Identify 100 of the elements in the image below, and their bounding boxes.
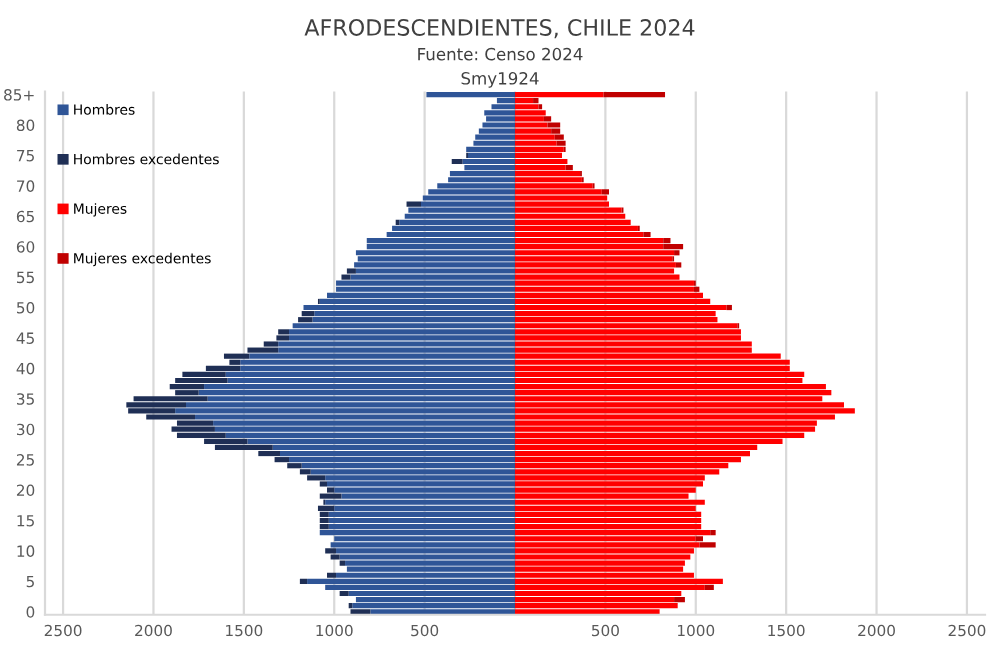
bar bbox=[515, 250, 675, 256]
bar bbox=[491, 104, 515, 110]
text: Smy1924 bbox=[461, 72, 539, 88]
bar bbox=[515, 171, 581, 177]
bar bbox=[515, 560, 685, 566]
bar bbox=[515, 469, 720, 475]
bar bbox=[339, 554, 515, 560]
bar bbox=[298, 317, 313, 323]
bar bbox=[663, 244, 684, 250]
bar bbox=[533, 98, 539, 104]
bar bbox=[399, 219, 515, 225]
bar bbox=[468, 152, 515, 159]
bar bbox=[350, 609, 371, 615]
bar bbox=[515, 116, 544, 122]
bar bbox=[551, 128, 561, 134]
bar bbox=[328, 523, 515, 530]
bar bbox=[515, 596, 675, 603]
bar bbox=[515, 110, 546, 116]
bar bbox=[710, 530, 716, 536]
bar bbox=[603, 92, 666, 98]
bar bbox=[515, 530, 711, 536]
bar bbox=[428, 189, 515, 195]
bar bbox=[515, 104, 539, 110]
bar bbox=[515, 371, 805, 378]
bar bbox=[328, 511, 515, 517]
bar bbox=[515, 219, 631, 225]
bar bbox=[515, 158, 568, 165]
bar bbox=[330, 542, 515, 548]
bar bbox=[515, 499, 705, 505]
bar bbox=[515, 280, 694, 286]
bar bbox=[515, 146, 564, 152]
bar bbox=[319, 493, 342, 499]
bar bbox=[175, 377, 228, 384]
bar bbox=[278, 329, 290, 335]
bar bbox=[466, 146, 515, 152]
bar bbox=[327, 481, 515, 487]
bar bbox=[334, 487, 515, 493]
bar bbox=[515, 238, 664, 244]
bar bbox=[330, 554, 340, 560]
bar bbox=[515, 213, 626, 219]
bar bbox=[299, 578, 308, 584]
bar bbox=[515, 128, 552, 134]
bar bbox=[515, 548, 694, 554]
bar bbox=[478, 128, 515, 134]
bar bbox=[319, 523, 329, 530]
bar bbox=[289, 329, 515, 335]
bar bbox=[133, 396, 208, 402]
bar bbox=[515, 207, 622, 213]
bar bbox=[328, 517, 515, 524]
bar bbox=[643, 231, 651, 238]
bar bbox=[225, 371, 515, 378]
bar bbox=[515, 256, 673, 262]
bar bbox=[515, 517, 702, 524]
bar bbox=[462, 158, 515, 165]
bar bbox=[704, 584, 714, 590]
bar bbox=[556, 140, 566, 146]
bar bbox=[278, 341, 515, 347]
bar bbox=[346, 268, 356, 274]
bar bbox=[675, 262, 682, 268]
bar bbox=[392, 225, 515, 232]
bar bbox=[515, 122, 548, 128]
bar bbox=[355, 596, 515, 603]
bar bbox=[327, 572, 337, 578]
bar bbox=[355, 250, 515, 256]
bar bbox=[475, 134, 515, 140]
bar bbox=[515, 304, 727, 311]
bar bbox=[515, 523, 702, 530]
bar bbox=[175, 408, 515, 414]
bar bbox=[515, 554, 691, 560]
bar bbox=[486, 116, 515, 122]
bar bbox=[352, 603, 515, 609]
bar bbox=[280, 450, 515, 457]
bar bbox=[341, 274, 351, 280]
bar bbox=[601, 189, 609, 195]
bar bbox=[515, 323, 738, 329]
bar bbox=[319, 530, 515, 536]
bar bbox=[339, 590, 349, 597]
bar bbox=[336, 280, 515, 286]
bar bbox=[515, 450, 750, 457]
bar bbox=[515, 384, 826, 390]
bar bbox=[515, 603, 678, 609]
bar bbox=[327, 292, 515, 298]
bar bbox=[198, 390, 515, 396]
bar bbox=[355, 268, 515, 274]
bar bbox=[449, 171, 515, 177]
bar bbox=[515, 359, 790, 365]
bar bbox=[345, 560, 515, 566]
bar bbox=[473, 140, 515, 146]
bar bbox=[406, 201, 421, 207]
bar bbox=[515, 152, 562, 159]
bar bbox=[484, 110, 515, 116]
bar bbox=[307, 578, 515, 584]
bar bbox=[292, 323, 515, 329]
bar bbox=[214, 426, 515, 432]
bar bbox=[515, 578, 723, 584]
bar bbox=[307, 475, 326, 481]
bar bbox=[515, 511, 702, 517]
bar bbox=[422, 195, 515, 201]
bar bbox=[319, 511, 329, 517]
bar bbox=[515, 408, 855, 414]
